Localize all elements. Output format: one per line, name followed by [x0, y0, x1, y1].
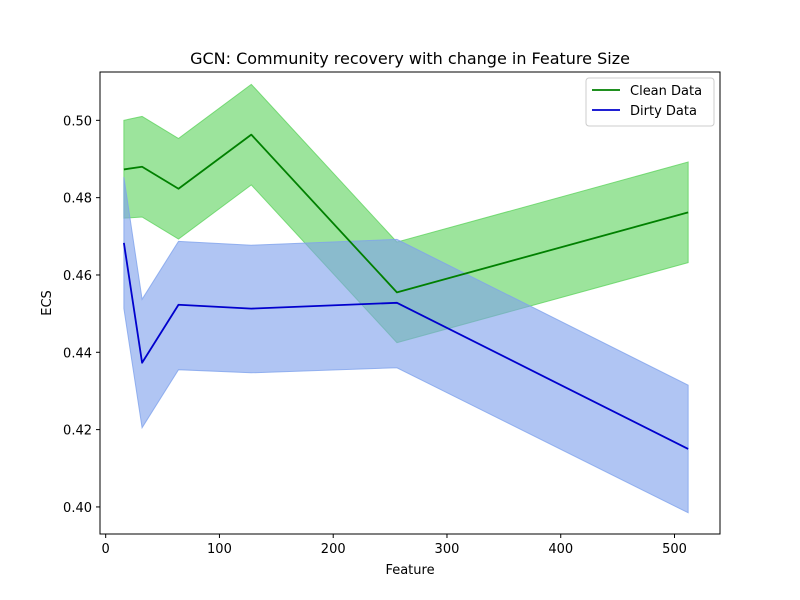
y-tick-label: 0.50 [63, 114, 92, 129]
x-tick-label: 300 [435, 542, 460, 557]
line-clean-data [123, 133, 689, 294]
line-dirty-data [123, 242, 689, 450]
y-axis-label: ECS [40, 290, 55, 316]
y-tick-label: 0.46 [63, 269, 92, 284]
y-tick-label: 0.48 [63, 192, 92, 207]
x-tick-label: 500 [662, 542, 687, 557]
x-tick-label: 0 [102, 542, 110, 557]
x-tick-label: 200 [321, 542, 346, 557]
legend-label-dirty-data: Dirty Data [630, 104, 697, 119]
legend-label-clean-data: Clean Data [630, 84, 702, 99]
x-axis-label: Feature [385, 563, 434, 578]
y-tick-label: 0.42 [63, 424, 92, 439]
series-lines [123, 133, 689, 450]
y-tick-label: 0.40 [63, 501, 92, 516]
chart-title: GCN: Community recovery with change in F… [190, 49, 630, 68]
x-tick-label: 100 [207, 542, 232, 557]
x-tick-label: 400 [548, 542, 573, 557]
confidence-bands [123, 83, 689, 514]
x-axis: 0 100 200 300 400 500 [102, 534, 687, 557]
plot-area [99, 71, 721, 535]
band-dirty-data [123, 177, 689, 514]
y-axis: 0.40 0.42 0.44 0.46 0.48 0.50 [63, 114, 100, 516]
y-tick-label: 0.44 [63, 346, 92, 361]
legend: Clean Data Dirty Data [585, 77, 715, 127]
